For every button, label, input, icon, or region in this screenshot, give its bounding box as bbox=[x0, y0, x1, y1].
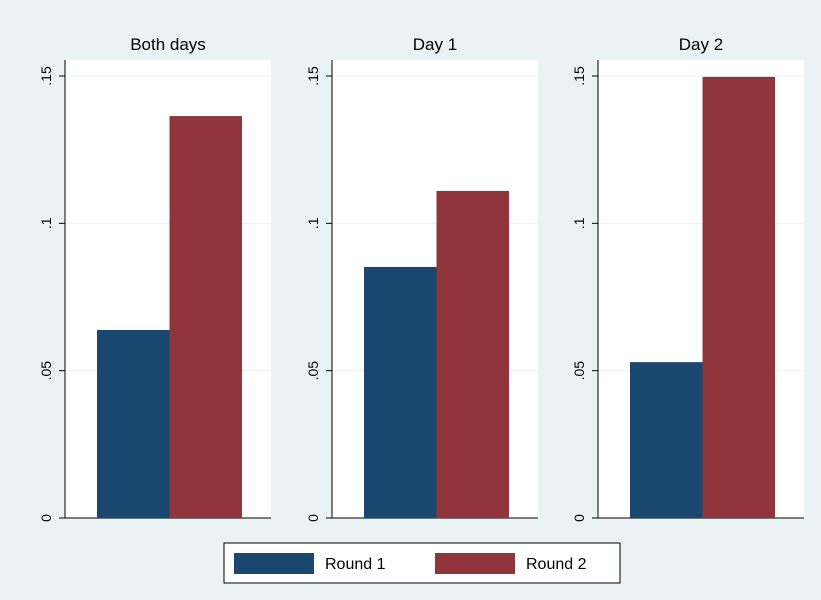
y-tick-label: .1 bbox=[305, 217, 321, 229]
y-tick-label: .05 bbox=[305, 361, 321, 381]
legend-label: Round 2 bbox=[526, 556, 587, 573]
bar bbox=[364, 266, 437, 518]
y-tick-label: .1 bbox=[38, 217, 54, 229]
y-tick-label: .05 bbox=[38, 361, 54, 381]
bar bbox=[169, 116, 242, 518]
bar bbox=[97, 330, 170, 518]
y-tick-label: .1 bbox=[571, 217, 587, 229]
panel-title: Day 1 bbox=[413, 35, 457, 54]
y-tick-label: 0 bbox=[38, 514, 54, 522]
y-tick-label: .15 bbox=[38, 66, 54, 86]
y-tick-label: .15 bbox=[571, 66, 587, 86]
panel-title: Day 2 bbox=[679, 35, 723, 54]
y-tick-label: .05 bbox=[571, 361, 587, 381]
panel-title: Both days bbox=[130, 35, 206, 54]
legend-label: Round 1 bbox=[325, 556, 386, 573]
y-tick-label: .15 bbox=[305, 66, 321, 86]
bar bbox=[436, 190, 509, 519]
y-tick-label: 0 bbox=[571, 514, 587, 522]
bar bbox=[702, 76, 775, 518]
legend-swatch bbox=[234, 553, 314, 574]
legend-swatch bbox=[435, 553, 515, 574]
bar bbox=[630, 362, 703, 518]
y-tick-label: 0 bbox=[305, 514, 321, 522]
